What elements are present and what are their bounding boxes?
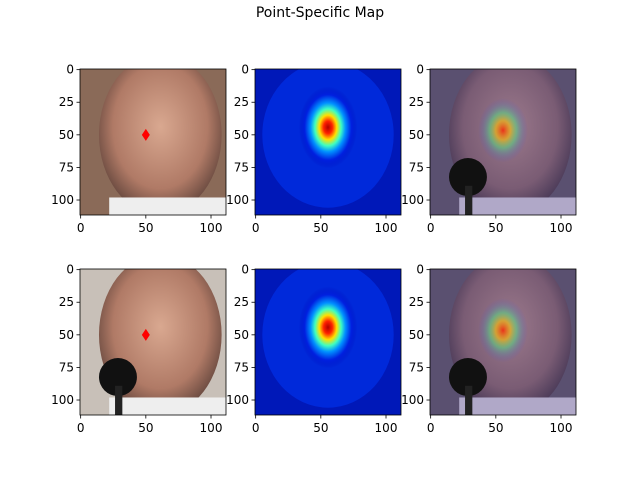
heatmap-overlay <box>478 98 528 163</box>
y-tick-label: 75 <box>234 160 249 174</box>
y-tick-label: 25 <box>234 95 249 109</box>
y-tick-label: 50 <box>409 328 424 342</box>
y-tick-label: 0 <box>416 63 424 77</box>
y-tick-label: 100 <box>51 193 74 207</box>
point-marker <box>141 328 150 341</box>
x-tick-label: 100 <box>375 221 398 235</box>
photo-shirt <box>459 197 576 215</box>
y-tick-label: 0 <box>241 263 249 277</box>
y-tick-label: 25 <box>234 295 249 309</box>
x-tick-label: 100 <box>375 421 398 435</box>
image-panel <box>255 269 401 415</box>
y-tick-label: 75 <box>409 160 424 174</box>
x-tick-label: 50 <box>138 221 153 235</box>
x-tick-label: 100 <box>200 421 223 435</box>
x-tick-label: 0 <box>427 421 435 435</box>
axes-frame <box>429 268 577 416</box>
y-tick-label: 25 <box>59 295 74 309</box>
x-tick-label: 0 <box>77 421 85 435</box>
y-tick-label: 100 <box>51 393 74 407</box>
photo-face <box>98 69 222 215</box>
y-tick-label: 50 <box>234 128 249 142</box>
photo-shirt <box>109 397 226 415</box>
axes-frame <box>79 268 227 416</box>
x-tick-label: 50 <box>138 421 153 435</box>
x-tick-label: 0 <box>427 221 435 235</box>
y-tick-label: 100 <box>226 193 249 207</box>
x-tick-label: 100 <box>550 221 573 235</box>
photo-microphone-stand <box>465 185 473 215</box>
x-tick-label: 50 <box>313 421 328 435</box>
y-tick-label: 0 <box>241 63 249 77</box>
axes-frame <box>254 268 402 416</box>
heatmap-hotspot <box>298 86 358 169</box>
y-tick-label: 50 <box>234 328 249 342</box>
axes-frame <box>429 68 577 216</box>
y-tick-label: 25 <box>409 295 424 309</box>
x-tick-label: 50 <box>488 421 503 435</box>
image-panel <box>430 69 576 215</box>
y-tick-label: 0 <box>66 263 74 277</box>
y-tick-label: 100 <box>226 393 249 407</box>
x-tick-label: 0 <box>77 221 85 235</box>
figure-title: Point-Specific Map <box>256 5 384 21</box>
y-tick-label: 25 <box>409 95 424 109</box>
x-tick-label: 100 <box>550 421 573 435</box>
point-marker <box>141 128 150 141</box>
image-panel <box>255 69 401 215</box>
image-panel <box>80 69 226 215</box>
photo-microphone-stand <box>115 385 123 415</box>
y-tick-label: 75 <box>234 360 249 374</box>
y-tick-label: 75 <box>59 360 74 374</box>
y-tick-label: 75 <box>409 360 424 374</box>
axes-frame <box>254 68 402 216</box>
x-tick-label: 0 <box>252 221 260 235</box>
photo-microphone-stand <box>465 385 473 415</box>
photo-microphone <box>448 358 487 397</box>
y-tick-label: 25 <box>59 95 74 109</box>
y-tick-label: 100 <box>401 393 424 407</box>
x-tick-label: 0 <box>252 421 260 435</box>
y-tick-label: 0 <box>66 63 74 77</box>
y-tick-label: 50 <box>409 128 424 142</box>
y-tick-label: 75 <box>59 160 74 174</box>
y-tick-label: 50 <box>59 128 74 142</box>
photo-shirt <box>109 197 226 215</box>
heatmap-hotspot <box>298 286 358 369</box>
x-tick-label: 50 <box>488 221 503 235</box>
image-panel <box>430 269 576 415</box>
axes-frame <box>79 68 227 216</box>
heatmap-overlay <box>478 298 528 363</box>
x-tick-label: 50 <box>313 221 328 235</box>
y-tick-label: 100 <box>401 193 424 207</box>
photo-microphone <box>98 358 137 397</box>
photo-microphone <box>448 158 487 197</box>
photo-shirt <box>459 397 576 415</box>
y-tick-label: 0 <box>416 263 424 277</box>
y-tick-label: 50 <box>59 328 74 342</box>
x-tick-label: 100 <box>200 221 223 235</box>
image-panel <box>80 269 226 415</box>
